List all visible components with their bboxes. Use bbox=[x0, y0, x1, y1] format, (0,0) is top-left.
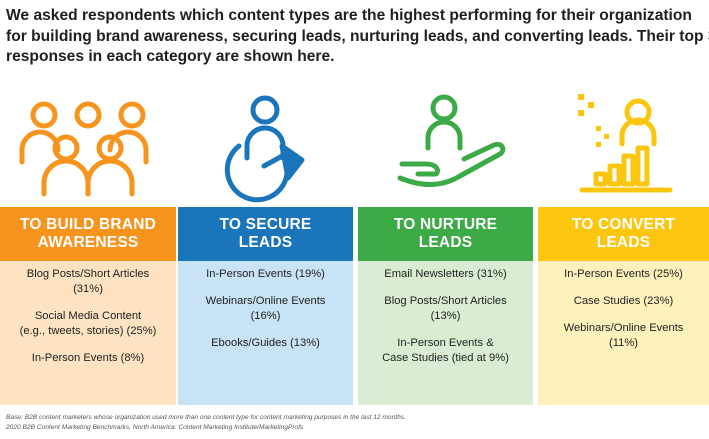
intro-line: responses in each category are shown her… bbox=[6, 48, 335, 65]
list-item: In-Person Events (8%) bbox=[0, 351, 176, 366]
intro-line: for building brand awareness, securing l… bbox=[6, 27, 709, 45]
header-line: TO SECURE bbox=[219, 216, 312, 233]
item-line: (13%) bbox=[430, 310, 461, 322]
header-line: LEADS bbox=[596, 234, 651, 251]
person-with-growth-bars-icon bbox=[578, 94, 673, 193]
item-line: (11%) bbox=[608, 337, 638, 349]
list-item: Social Media Content (e.g., tweets, stor… bbox=[0, 309, 176, 339]
item-line: (31%) bbox=[73, 283, 103, 295]
column-body: In-Person Events (25%) Case Studies (23%… bbox=[538, 261, 709, 405]
list-item: Ebooks/Guides (13%) bbox=[178, 336, 353, 351]
header-line: AWARENESS bbox=[37, 234, 139, 251]
list-item: In-Person Events & Case Studies (tied at… bbox=[358, 336, 533, 366]
item-line: In-Person Events & bbox=[397, 337, 494, 349]
intro-line: We asked respondents which content types… bbox=[6, 7, 692, 24]
list-item: Email Newsletters (31%) bbox=[358, 267, 533, 282]
item-line: Email Newsletters (31%) bbox=[384, 268, 507, 280]
column-brand-awareness: TO BUILD BRAND AWARENESS Blog Posts/Shor… bbox=[0, 207, 176, 405]
header-line: TO CONVERT bbox=[571, 216, 676, 233]
item-line: Ebooks/Guides (13%) bbox=[211, 337, 320, 349]
item-line: Blog Posts/Short Articles bbox=[384, 295, 507, 307]
footnote: Base: B2B content marketers whose organi… bbox=[6, 413, 406, 433]
group-of-people-icon bbox=[19, 101, 149, 197]
column-header: TO BUILD BRAND AWARENESS bbox=[0, 207, 176, 261]
item-line: Webinars/Online Events bbox=[563, 322, 684, 334]
column-body: In-Person Events (19%) Webinars/Online E… bbox=[178, 261, 353, 405]
list-item: Webinars/Online Events (11%) bbox=[538, 321, 709, 351]
intro-text: We asked respondents which content types… bbox=[6, 6, 709, 68]
column-secure-leads: TO SECURE LEADS In-Person Events (19%) W… bbox=[178, 207, 353, 405]
item-line: Social Media Content bbox=[34, 310, 142, 322]
list-item: In-Person Events (19%) bbox=[178, 267, 353, 282]
column-body: Blog Posts/Short Articles (31%) Social M… bbox=[0, 261, 176, 405]
item-line: (e.g., tweets, stories) (25%) bbox=[19, 325, 157, 337]
list-item: Webinars/Online Events (16%) bbox=[178, 294, 353, 324]
column-convert-leads: TO CONVERT LEADS In-Person Events (25%) … bbox=[538, 207, 709, 405]
header-line: TO NURTURE bbox=[393, 216, 498, 233]
list-item: Case Studies (23%) bbox=[538, 294, 709, 309]
item-line: Blog Posts/Short Articles bbox=[26, 268, 150, 280]
person-on-hand-icon bbox=[397, 94, 506, 187]
list-item: In-Person Events (25%) bbox=[538, 267, 709, 282]
header-line: LEADS bbox=[238, 234, 293, 251]
item-line: In-Person Events (25%) bbox=[564, 268, 683, 280]
header-line: TO BUILD BRAND bbox=[20, 216, 156, 233]
item-line: Case Studies (23%) bbox=[573, 295, 674, 307]
footnote-base: Base: B2B content marketers whose organi… bbox=[6, 414, 406, 421]
list-item: Blog Posts/Short Articles (13%) bbox=[358, 294, 533, 324]
header-line: LEADS bbox=[418, 234, 473, 251]
column-body: Email Newsletters (31%) Blog Posts/Short… bbox=[358, 261, 533, 405]
item-line: In-Person Events (8%) bbox=[31, 352, 145, 364]
list-item: Blog Posts/Short Articles (31%) bbox=[0, 267, 176, 297]
item-line: Case Studies (tied at 9%) bbox=[382, 352, 509, 364]
person-with-arrow-icon bbox=[224, 95, 305, 203]
column-nurture-leads: TO NURTURE LEADS Email Newsletters (31%)… bbox=[358, 207, 533, 405]
footnote-source: 2020 B2B Content Marketing Benchmarks, N… bbox=[6, 424, 304, 431]
column-header: TO SECURE LEADS bbox=[178, 207, 353, 261]
column-header: TO NURTURE LEADS bbox=[358, 207, 533, 261]
item-line: (16%) bbox=[250, 310, 281, 322]
item-line: In-Person Events (19%) bbox=[206, 268, 325, 280]
item-line: Webinars/Online Events bbox=[205, 295, 326, 307]
column-header: TO CONVERT LEADS bbox=[538, 207, 709, 261]
